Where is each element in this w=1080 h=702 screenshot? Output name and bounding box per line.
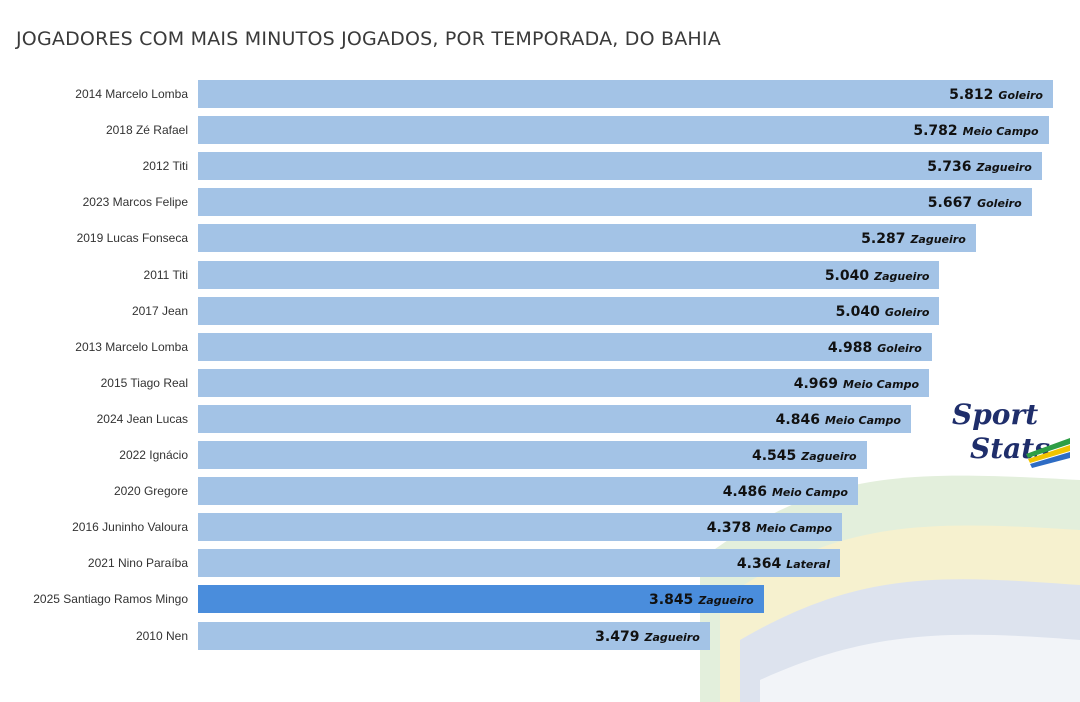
bar-data-label: 5.287 Zagueiro: [861, 224, 966, 252]
bar: [198, 513, 843, 542]
bar: [198, 477, 858, 506]
value-label: 3.845: [649, 592, 694, 609]
bar: [198, 441, 867, 469]
sport-stats-logo: Sport Stats: [952, 398, 1070, 468]
logo-stripe-yellow: [1028, 445, 1070, 463]
value-label: 5.667: [927, 195, 973, 212]
position-label: Zagueiro: [644, 630, 700, 644]
position-label: Meio Campo: [824, 413, 901, 427]
bar: [198, 585, 764, 614]
bar-data-label: 3.479 Zagueiro: [595, 622, 700, 650]
value-label: 5.287: [861, 231, 906, 248]
position-label: Zagueiro: [976, 161, 1032, 175]
value-label: 4.486: [722, 484, 767, 501]
bar: [198, 80, 1053, 108]
category-label: 2020 Gregore: [113, 484, 188, 499]
bar-data-label: 5.812 Goleiro: [949, 80, 1043, 108]
position-label: Meio Campo: [843, 377, 919, 391]
position-label: Zagueiro: [698, 594, 754, 608]
wave-white: [760, 634, 1080, 702]
category-label: 2019 Lucas Fonseca: [76, 231, 188, 246]
value-label: 4.969: [793, 375, 839, 392]
position-label: Goleiro: [877, 341, 922, 355]
bar-data-label: 4.969 Meio Campo: [794, 369, 919, 397]
category-label: 2012 Titi: [142, 159, 188, 174]
position-label: Meio Campo: [962, 125, 1039, 139]
bar-data-label: 4.988 Goleiro: [828, 333, 922, 361]
bar-data-label: 4.378 Meio Campo: [707, 513, 832, 541]
position-label: Goleiro: [998, 89, 1043, 102]
position-label: Zagueiro: [910, 233, 966, 247]
bar-data-label: 5.782 Meio Campo: [913, 116, 1038, 144]
bar: [198, 296, 940, 325]
chart-title: JOGADORES COM MAIS MINUTOS JOGADOS, POR …: [16, 28, 721, 50]
value-label: 4.846: [775, 411, 820, 428]
bar-data-label: 5.040 Goleiro: [836, 297, 930, 325]
value-label: 4.378: [706, 520, 752, 537]
category-label: 2024 Jean Lucas: [96, 411, 188, 426]
value-label: 3.479: [595, 628, 640, 645]
bar: [198, 404, 911, 433]
bar-data-label: 3.845 Zagueiro: [649, 585, 754, 613]
value-label: 5.040: [835, 303, 880, 320]
category-label: 2014 Marcelo Lomba: [75, 87, 188, 101]
value-label: 5.812: [949, 87, 994, 103]
position-label: Lateral: [786, 558, 830, 572]
category-label: 2018 Zé Rafael: [105, 123, 188, 138]
bar: [198, 116, 1049, 145]
category-label: 2025 Santiago Ramos Mingo: [33, 592, 188, 607]
category-label: 2013 Marcelo Lomba: [75, 339, 188, 354]
value-label: 5.040: [824, 267, 870, 284]
bar-data-label: 5.040 Zagueiro: [825, 261, 930, 289]
logo-stripe-green: [1026, 438, 1070, 458]
category-label: 2017 Jean: [131, 303, 188, 318]
category-label: 2021 Nino Paraíba: [87, 556, 188, 571]
category-label: 2023 Marcos Felipe: [82, 195, 188, 210]
bar-data-label: 4.846 Meio Campo: [776, 405, 901, 433]
bar: [198, 368, 929, 397]
position-label: Zagueiro: [874, 269, 930, 283]
position-label: Meio Campo: [756, 522, 833, 536]
logo-line-1: Sport: [952, 398, 1038, 431]
bar: [198, 260, 940, 289]
position-label: Zagueiro: [801, 450, 857, 463]
bar: [198, 152, 1042, 181]
bar: [198, 332, 932, 361]
bar-data-label: 5.736 Zagueiro: [927, 152, 1032, 180]
bar: [198, 188, 1032, 217]
bar: [198, 549, 840, 578]
bar: [198, 621, 710, 650]
category-label: 2022 Ignácio: [119, 448, 188, 462]
position-label: Meio Campo: [771, 486, 848, 500]
position-label: Goleiro: [884, 305, 930, 319]
bar-data-label: 4.545 Zagueiro: [752, 441, 857, 469]
category-label: 2016 Juninho Valoura: [72, 520, 188, 535]
bar: [198, 224, 976, 253]
bar-data-label: 4.486 Meio Campo: [723, 477, 848, 505]
bar-data-label: 4.364 Lateral: [737, 549, 830, 577]
category-label: 2011 Titi: [143, 267, 188, 282]
category-label: 2010 Nen: [135, 628, 188, 643]
bar-data-label: 5.667 Goleiro: [928, 188, 1022, 216]
position-label: Goleiro: [977, 197, 1022, 211]
value-label: 5.736: [927, 159, 972, 176]
category-label: 2015 Tiago Real: [100, 375, 188, 390]
value-label: 4.364: [736, 556, 782, 573]
logo-stripe-blue: [1030, 452, 1070, 468]
value-label: 5.782: [913, 123, 958, 140]
value-label: 4.988: [827, 339, 873, 356]
value-label: 4.545: [752, 448, 797, 464]
